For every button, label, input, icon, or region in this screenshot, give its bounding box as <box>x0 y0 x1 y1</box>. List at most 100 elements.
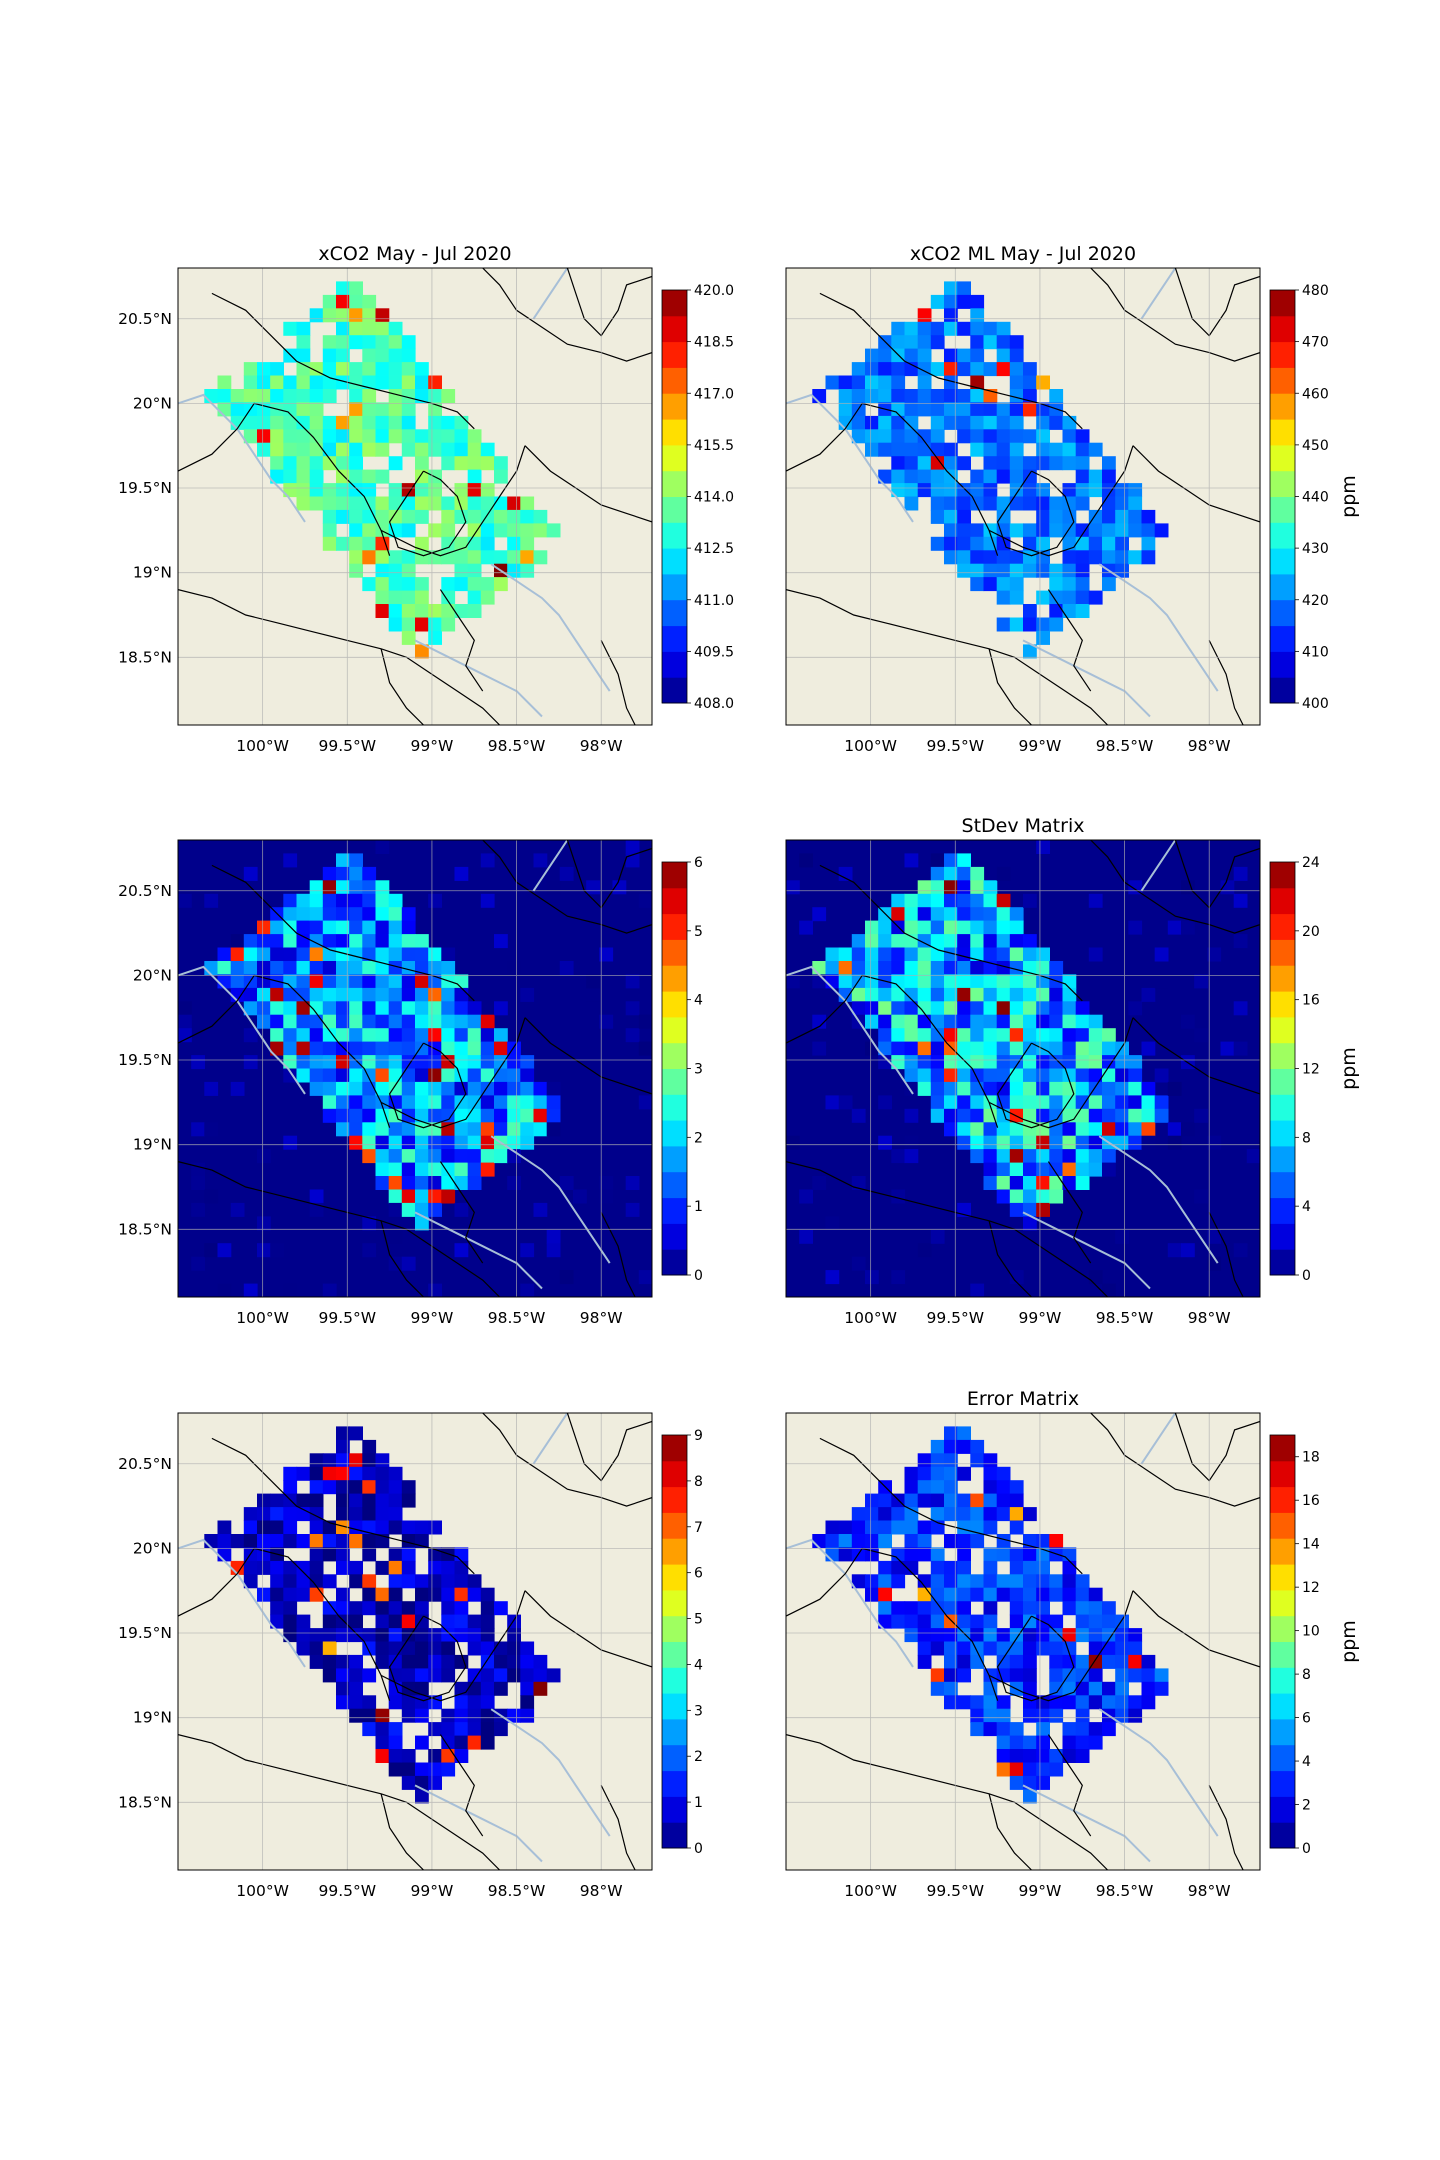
heatmap-cell <box>930 1681 945 1696</box>
heatmap-cell <box>851 375 866 390</box>
heatmap-cell <box>970 442 985 457</box>
heatmap-cell <box>533 1668 548 1683</box>
heatmap-cell <box>375 1641 390 1656</box>
heatmap-cell <box>996 617 1011 632</box>
colorbar-tick-label: 6 <box>694 855 703 871</box>
heatmap-cell <box>1049 1014 1064 1029</box>
heatmap-cell <box>454 1560 469 1575</box>
heatmap-cell <box>983 536 998 551</box>
heatmap-cell <box>428 961 442 975</box>
heatmap-cell <box>401 1574 416 1589</box>
border-line <box>988 445 1134 557</box>
heatmap-cell <box>917 1654 932 1669</box>
heatmap-cell <box>1049 415 1064 430</box>
heatmap-cell <box>375 1176 390 1190</box>
border-line <box>380 1017 526 1129</box>
heatmap-cell <box>1062 429 1077 444</box>
heatmap-cell <box>1023 1135 1037 1150</box>
heatmap-cell <box>1154 1068 1169 1083</box>
colorbar-band <box>1270 939 1295 966</box>
heatmap-cell <box>1009 1001 1024 1016</box>
heatmap-cell <box>336 1041 350 1056</box>
heatmap-cell <box>1233 1243 1248 1258</box>
heatmap-cell <box>983 1014 998 1029</box>
heatmap-cell <box>428 1574 442 1589</box>
heatmap-cell <box>388 1628 403 1643</box>
heatmap-cell <box>878 1014 892 1029</box>
heatmap-cell <box>401 402 416 417</box>
heatmap-cell <box>217 1547 232 1562</box>
heatmap-cell <box>467 1722 482 1737</box>
heatmap-cell <box>957 402 971 417</box>
heatmap-cell <box>322 496 337 511</box>
heatmap-cell <box>362 577 377 592</box>
heatmap-cell <box>428 630 442 645</box>
heatmap-cell <box>494 1108 508 1123</box>
heatmap-cell <box>336 1028 350 1043</box>
heatmap-cell <box>243 1534 258 1548</box>
heatmap-cell <box>362 308 377 323</box>
colorbar-band <box>662 677 687 704</box>
border-line <box>1132 1590 1260 1668</box>
heatmap-cell <box>336 934 350 949</box>
heatmap-cell <box>494 509 508 524</box>
heatmap-cell <box>296 375 311 390</box>
heatmap-cell <box>825 1095 840 1110</box>
heatmap-cell <box>349 1695 363 1710</box>
heatmap-cell <box>1075 1149 1090 1164</box>
heatmap-cell <box>799 1189 813 1204</box>
heatmap-cell <box>257 1014 271 1029</box>
heatmap-cell <box>865 415 879 430</box>
heatmap-cell <box>957 1081 971 1096</box>
heatmap-cell <box>388 1189 403 1204</box>
heatmap-cell <box>309 974 324 989</box>
colorbar-tick-label: 7 <box>694 1520 703 1536</box>
heatmap-cell <box>957 853 971 868</box>
heatmap-cell <box>401 1176 416 1190</box>
colorbar-tick-label: 5 <box>694 924 703 940</box>
heatmap-cell <box>970 523 985 538</box>
heatmap-cell <box>1233 893 1248 908</box>
heatmap-cell <box>851 1534 866 1548</box>
heatmap-cell <box>1049 496 1064 511</box>
heatmap-cell <box>415 577 429 592</box>
heatmap-cell <box>309 1520 324 1535</box>
border-line <box>524 445 652 523</box>
heatmap-cell <box>1062 1574 1077 1589</box>
heatmap-cell <box>336 1654 350 1669</box>
map-frame <box>177 267 653 726</box>
heatmap-cell <box>270 456 284 471</box>
heatmap-cell <box>1115 1641 1129 1656</box>
border-line <box>439 1161 484 1264</box>
heatmap-cell <box>467 509 482 524</box>
heatmap-cells <box>812 281 1169 659</box>
heatmap-cell <box>1075 1068 1090 1083</box>
heatmap-cell <box>1023 429 1037 444</box>
heatmap-cell <box>507 496 521 511</box>
heatmap-cell <box>1009 1202 1024 1217</box>
heatmap-cell <box>388 1668 403 1683</box>
heatmap-cell <box>467 1176 482 1190</box>
heatmap-cell <box>970 1108 985 1123</box>
heatmap-cell <box>1062 1014 1077 1029</box>
heatmap-cell <box>349 1493 363 1508</box>
heatmap-cell <box>1115 1708 1129 1723</box>
heatmap-cell <box>375 840 390 854</box>
heatmap-cell <box>996 362 1011 377</box>
heatmap-cell <box>388 1601 403 1616</box>
heatmap-cell <box>904 1614 919 1629</box>
heatmap-cell <box>970 362 985 377</box>
heatmap-cell <box>467 577 482 592</box>
heatmap-cell <box>309 1628 324 1643</box>
heatmap-cell <box>204 961 219 975</box>
heatmap-cell <box>904 853 919 868</box>
heatmap-cell <box>270 947 284 962</box>
colorbar-tick-label: 1 <box>694 1795 703 1811</box>
heatmap-cell <box>401 509 416 524</box>
heatmap-cell <box>375 1708 390 1723</box>
heatmap-cell <box>1102 536 1116 551</box>
heatmap-cell <box>467 550 482 565</box>
heatmap-cell <box>217 974 232 989</box>
heatmap-cell <box>1009 1162 1024 1177</box>
heatmap-cell <box>957 509 971 524</box>
